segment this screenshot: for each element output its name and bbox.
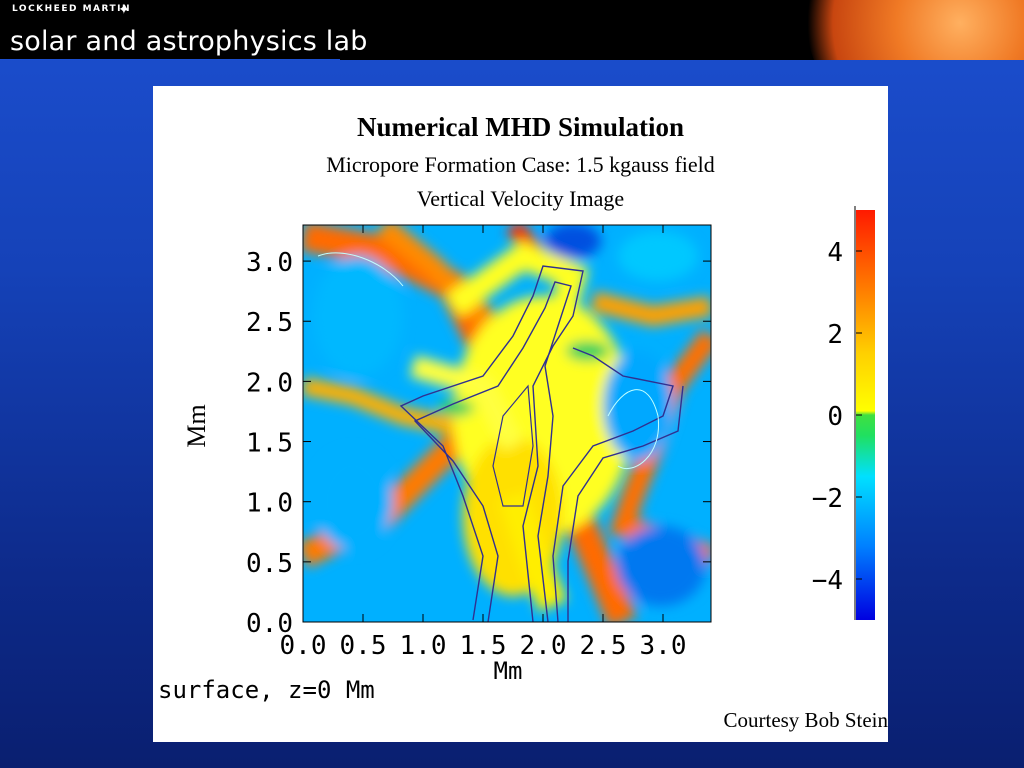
x-tick-label: 0.5 <box>340 631 387 661</box>
header-bar: LOCKHEED MARTIN ✦ solar and astrophysics… <box>0 0 1024 60</box>
y-tick-label: 1.5 <box>246 429 293 459</box>
colorbar-tick-label: −2 <box>812 484 843 514</box>
x-tick-label: 3.0 <box>640 631 687 661</box>
slide-title: Numerical MHD Simulation <box>357 112 684 142</box>
colorbar-ticks: 4 2 0 −2 −4 <box>812 238 862 596</box>
figure-panel: Numerical MHD Simulation Micropore Forma… <box>153 86 888 742</box>
colorbar-tick-label: 2 <box>827 320 843 350</box>
y-tick-label: 0.0 <box>246 609 293 639</box>
y-tick-label: 2.5 <box>246 308 293 338</box>
x-tick-label: 1.0 <box>400 631 447 661</box>
velocity-figure: 0.0 0.5 1.0 1.5 2.0 2.5 3.0 0.0 0.5 1.0 1.5 2.0 2.5… <box>158 206 875 704</box>
colorbar-tick-label: 4 <box>827 238 843 268</box>
x-tick-label: 2.5 <box>580 631 627 661</box>
company-logo: LOCKHEED MARTIN <box>12 4 132 14</box>
header-rule <box>0 59 340 60</box>
plot-caption: surface, z=0 Mm <box>158 676 375 704</box>
x-tick-label: 2.0 <box>520 631 567 661</box>
x-tick-label: 1.5 <box>460 631 507 661</box>
colorbar-tick-label: 0 <box>827 402 843 432</box>
plot-frame <box>302 224 712 623</box>
slide-subtitle-2: Vertical Velocity Image <box>416 186 625 211</box>
y-tick-label: 0.5 <box>246 549 293 579</box>
y-axis-ticks: 0.0 0.5 1.0 1.5 2.0 2.5 3.0 <box>246 248 711 639</box>
y-tick-label: 1.0 <box>246 489 293 519</box>
slide-subtitle: Micropore Formation Case: 1.5 kgauss fie… <box>326 152 715 177</box>
sun-image <box>804 0 1024 60</box>
star-icon: ✦ <box>118 1 130 17</box>
y-tick-label: 2.0 <box>246 368 293 398</box>
x-axis-label: Mm <box>494 657 523 685</box>
velocity-heatmap <box>303 225 711 622</box>
colorbar-tick-label: −4 <box>812 566 843 596</box>
y-tick-label: 3.0 <box>246 248 293 278</box>
y-axis-label: Mm <box>182 404 211 447</box>
lab-title: solar and astrophysics lab <box>10 26 368 57</box>
x-tick-label: 0.0 <box>280 631 327 661</box>
x-axis-ticks: 0.0 0.5 1.0 1.5 2.0 2.5 3.0 <box>280 225 687 661</box>
credit-text: Courtesy Bob Stein <box>723 708 888 732</box>
colorbar <box>856 210 875 620</box>
